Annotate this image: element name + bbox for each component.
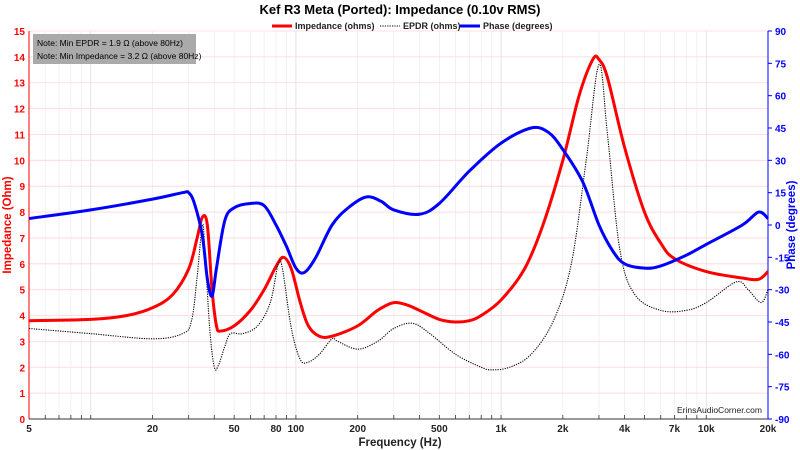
y2-tick-label: -75 [775, 383, 790, 394]
y-axis-label: Impedance (Ohm) [2, 176, 14, 273]
x-tick-label: 20k [760, 424, 777, 435]
y-tick-label: 1 [19, 389, 25, 400]
y-tick-label: 14 [14, 53, 26, 64]
y2-tick-label: -90 [775, 415, 790, 426]
note-epdr: Note: Min EPDR = 1.9 Ω (above 80Hz) [37, 38, 183, 48]
x-tick-label: 500 [431, 424, 448, 435]
y-tick-label: 5 [19, 286, 25, 297]
y2-tick-label: 30 [775, 156, 787, 167]
x-tick-label: 10k [698, 424, 715, 435]
y-tick-label: 7 [19, 234, 25, 245]
legend-label: Impedance (ohms) [295, 21, 375, 31]
y-tick-label: 4 [19, 312, 25, 323]
y-tick-label: 6 [19, 260, 25, 271]
x-tick-label: 4k [619, 424, 631, 435]
y-tick-label: 0 [19, 415, 25, 426]
y-tick-label: 10 [14, 156, 26, 167]
legend-label: EPDR (ohms) [403, 21, 461, 31]
y-tick-label: 9 [19, 182, 25, 193]
x-tick-label: 100 [288, 424, 305, 435]
x-tick-label: 80 [270, 424, 282, 435]
x-tick-label: 2k [557, 424, 569, 435]
y-tick-label: 11 [14, 130, 25, 141]
y2-tick-label: 45 [775, 124, 787, 135]
note-impedance: Note: Min Impedance = 3.2 Ω (above 80Hz) [37, 51, 202, 61]
x-tick-label: 20 [147, 424, 159, 435]
y-tick-label: 3 [19, 337, 25, 348]
series-line-1 [28, 64, 769, 371]
y2-tick-label: -15 [775, 253, 790, 264]
y2-tick-label: 60 [775, 92, 787, 103]
y2-tick-label: 75 [775, 59, 787, 70]
x-axis-label: Frequency (Hz) [358, 437, 441, 449]
legend-label: Phase (degrees) [483, 21, 553, 31]
y2-tick-label: 15 [775, 189, 787, 200]
x-tick-label: 50 [229, 424, 241, 435]
x-tick-label: 1k [496, 424, 508, 435]
y-tick-label: 12 [14, 105, 26, 116]
y-tick-label: 13 [14, 79, 26, 90]
y2-tick-label: -45 [775, 318, 790, 329]
y2-tick-label: 0 [775, 221, 781, 232]
watermark: ErinsAudioCorner.com [677, 405, 762, 415]
x-tick-label: 7k [669, 424, 681, 435]
y2-tick-label: 90 [775, 27, 787, 38]
y-tick-label: 2 [19, 363, 25, 374]
x-tick-label: 200 [349, 424, 366, 435]
y2-tick-label: -60 [775, 350, 790, 361]
note-box [33, 34, 196, 64]
chart-title: Kef R3 Meta (Ported): Impedance (0.10v R… [259, 2, 540, 17]
y-tick-label: 15 [14, 27, 26, 38]
y2-axis-label: Phase (degrees) [786, 180, 798, 269]
y2-tick-label: -30 [775, 286, 790, 297]
x-tick-label: 5 [26, 424, 32, 435]
series-line-2 [28, 125, 770, 298]
y-tick-label: 8 [19, 208, 25, 219]
series-line-0 [28, 54, 770, 340]
